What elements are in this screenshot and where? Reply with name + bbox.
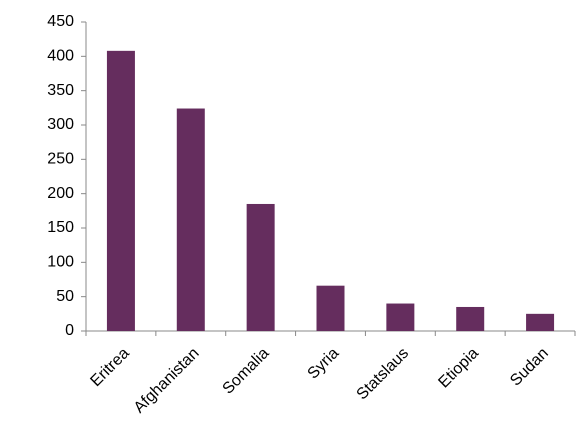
y-tick-label: 450: [47, 13, 74, 30]
x-tick-label: Statslaus: [354, 345, 413, 404]
bar: [456, 306, 485, 331]
x-tick-label: Etiopia: [435, 345, 482, 392]
y-tick-label: 400: [47, 48, 74, 65]
bar: [106, 50, 135, 332]
x-tick-label: Eritrea: [87, 345, 132, 390]
y-tick-label: 250: [47, 151, 74, 168]
y-tick-label: 300: [47, 116, 74, 133]
y-tick-label: 350: [47, 82, 74, 99]
y-tick-label: 50: [56, 288, 74, 305]
y-tick-label: 200: [47, 185, 74, 202]
y-tick-label: 0: [65, 322, 74, 339]
x-tick-label: Syria: [305, 345, 343, 383]
x-tick-label: Sudan: [507, 345, 552, 390]
bar: [246, 203, 275, 331]
y-tick-label: 150: [47, 219, 74, 236]
bar: [176, 108, 205, 332]
bar: [386, 303, 415, 331]
x-tick-label: Afghanistan: [131, 345, 203, 417]
y-tick-label: 100: [47, 254, 74, 271]
bar: [526, 313, 555, 331]
bar: [316, 285, 345, 331]
x-tick-label: Somalia: [220, 345, 273, 398]
